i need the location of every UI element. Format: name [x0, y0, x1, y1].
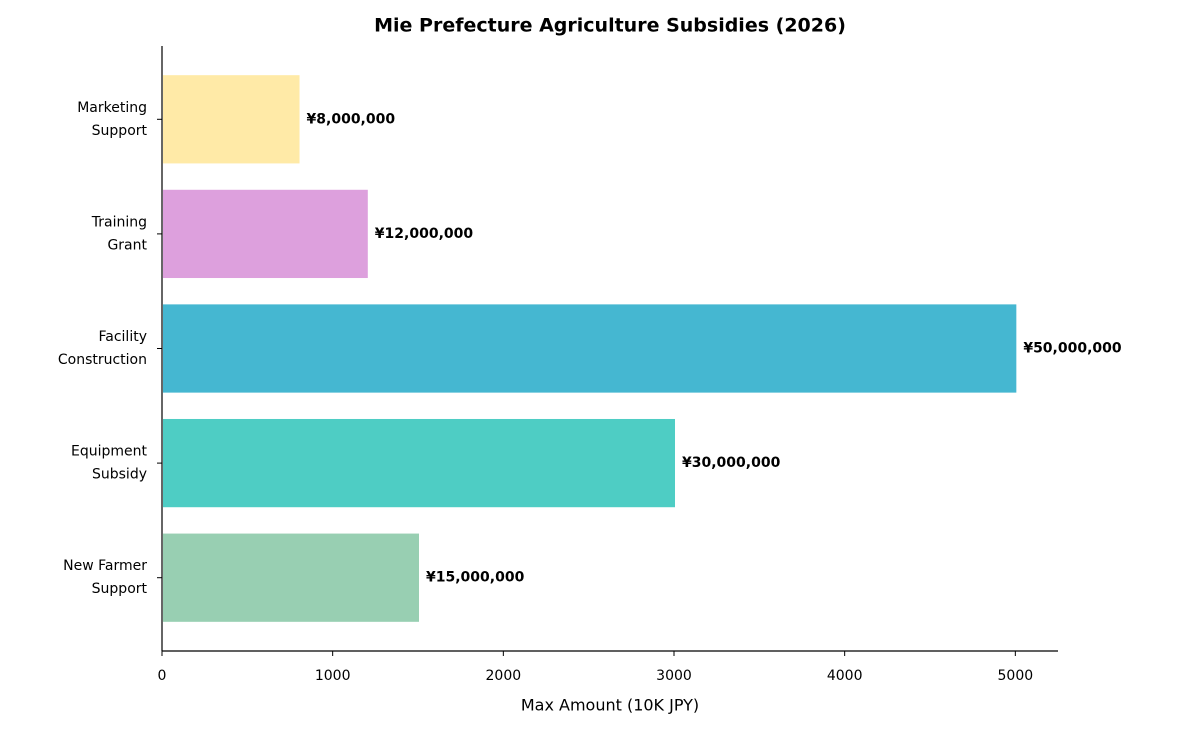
bar: [163, 418, 675, 508]
y-tick-label: Equipment Subsidy: [71, 444, 148, 483]
bar: [163, 75, 300, 164]
x-tick-label: 3000: [656, 668, 692, 684]
value-label: ¥8,000,000: [307, 111, 396, 127]
chart-title: Mie Prefecture Agriculture Subsidies (20…: [374, 15, 846, 37]
y-tick-label: Marketing Support: [77, 100, 147, 139]
value-label: ¥15,000,000: [426, 570, 525, 586]
bar: [163, 189, 368, 279]
bar: [163, 533, 419, 622]
y-tick-label: Training Grant: [91, 214, 148, 253]
x-tick-label: 5000: [998, 668, 1034, 684]
bar: [163, 304, 1017, 393]
y-tick-label: New Farmer Support: [63, 558, 147, 597]
y-tick-label: Facility Construction: [58, 329, 147, 368]
x-tick-label: 4000: [827, 668, 863, 684]
x-tick-label: 2000: [486, 668, 522, 684]
value-label: ¥50,000,000: [1023, 341, 1122, 357]
x-tick-label: 1000: [315, 668, 351, 684]
x-tick-label: 0: [158, 668, 167, 684]
value-label: ¥30,000,000: [682, 455, 781, 471]
value-label: ¥12,000,000: [375, 226, 474, 242]
x-axis-label: Max Amount (10K JPY): [521, 696, 699, 715]
